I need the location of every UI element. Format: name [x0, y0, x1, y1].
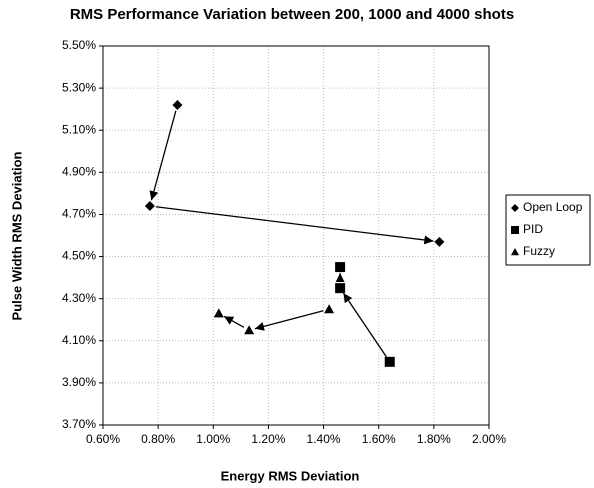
arrow [155, 206, 434, 245]
x-tick-label: 1.60% [362, 432, 396, 446]
point [335, 262, 346, 273]
legend-box [505, 194, 591, 266]
arrow [342, 292, 387, 358]
x-tick-label: 1.80% [417, 432, 451, 446]
arrow [223, 315, 245, 328]
x-tick-label: 0.60% [86, 432, 120, 446]
point [335, 283, 346, 294]
point [144, 201, 155, 212]
legend-label: PID [523, 222, 543, 236]
point [324, 304, 335, 314]
legend-marker [511, 204, 519, 212]
arrow [149, 110, 177, 201]
legend-label: Open Loop [523, 200, 583, 214]
point [172, 99, 183, 110]
point [434, 236, 445, 247]
chart-title: RMS Performance Variation between 200, 1… [70, 6, 514, 23]
y-tick-label: 3.70% [62, 417, 96, 431]
point [244, 325, 255, 335]
y-tick-label: 4.70% [62, 207, 96, 221]
y-tick-label: 5.10% [62, 122, 96, 136]
y-axis-label: Pulse Width RMS Deviation [9, 151, 24, 320]
x-tick-label: 1.00% [196, 432, 230, 446]
legend-marker [511, 248, 519, 256]
legend-marker [511, 226, 519, 234]
x-tick-label: 0.80% [141, 432, 175, 446]
y-tick-label: 3.90% [62, 375, 96, 389]
x-tick-label: 1.20% [251, 432, 285, 446]
point [213, 308, 224, 318]
y-tick-label: 5.30% [62, 80, 96, 94]
x-tick-label: 2.00% [472, 432, 506, 446]
arrow [254, 310, 324, 331]
x-axis-label: Energy RMS Deviation [221, 468, 360, 483]
point [384, 356, 395, 367]
y-tick-label: 4.90% [62, 165, 96, 179]
y-tick-label: 4.10% [62, 333, 96, 347]
plot-frame [102, 45, 490, 426]
x-tick-label: 1.40% [307, 432, 341, 446]
y-tick-label: 4.30% [62, 291, 96, 305]
legend-label: Fuzzy [523, 244, 555, 258]
y-tick-label: 5.50% [62, 38, 96, 52]
y-tick-label: 4.50% [62, 249, 96, 263]
